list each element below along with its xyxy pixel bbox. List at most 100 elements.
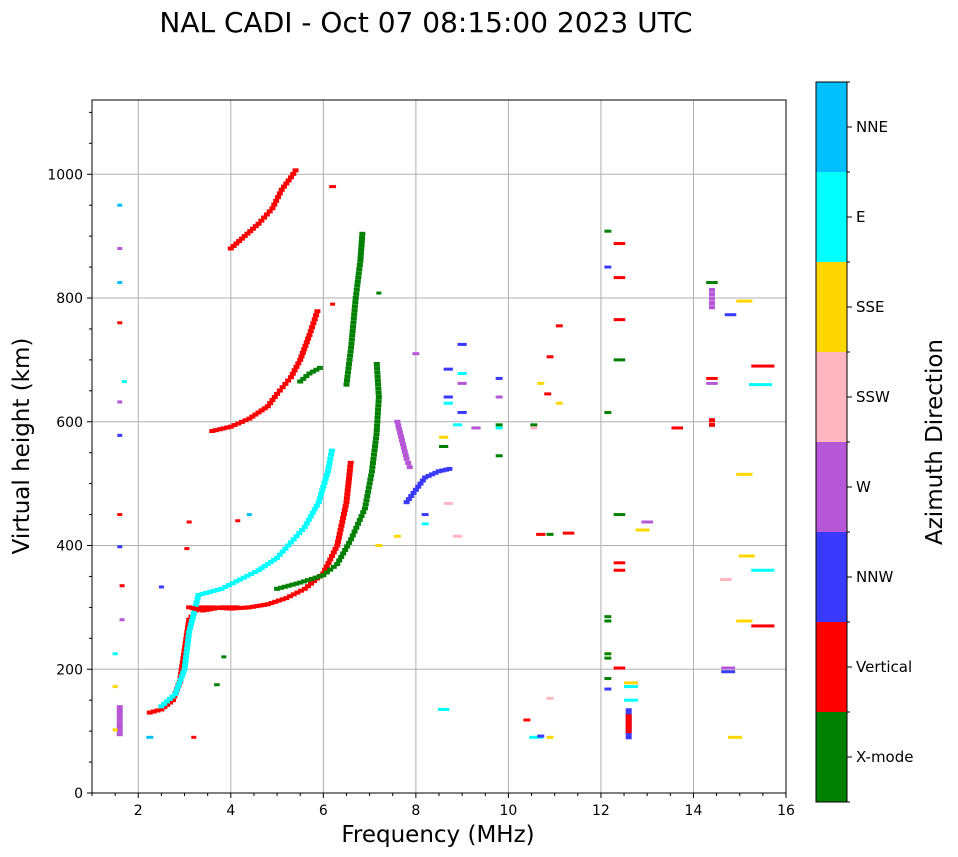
echo-mark [405,461,412,465]
echo-mark [320,573,327,578]
echo-mark [352,296,359,300]
echo-mark [313,503,320,508]
echo-mark [161,701,168,706]
echo-mark [277,585,284,590]
echo-mark [276,388,283,393]
echo-segment [613,666,626,670]
echo-mark [439,468,446,473]
echo-mark [374,374,381,379]
echo-mark [172,692,179,696]
echo-mark [373,432,380,437]
colorbar-tick-label: W [856,478,871,496]
echo-mark [203,607,210,612]
echo-segment [439,435,449,439]
echo-mark [305,336,312,341]
echo-segment [495,426,503,430]
echo-mark [354,279,361,284]
echo-mark [344,488,351,493]
echo-mark [227,246,234,251]
echo-mark [347,353,354,358]
echo-mark [353,287,360,292]
echo-mark [200,608,207,613]
echo-mark [306,333,313,338]
echo-segment [641,520,653,524]
echo-mark [263,212,270,217]
colorbar-swatch [816,622,847,712]
echo-mark [225,605,232,610]
echo-mark [169,698,176,703]
echo-mark [351,312,358,317]
echo-mark [415,484,422,489]
echo-mark [344,544,351,549]
echo-mark [304,578,311,583]
echo-mark [394,419,401,424]
echo-mark [375,382,382,387]
echo-mark [271,202,278,207]
echo-segment [555,324,563,328]
echo-mark [193,606,200,611]
echo-mark [258,566,265,571]
echo-segment [437,707,450,711]
echo-mark [348,337,355,342]
echo-segment [604,229,612,233]
echo-mark [194,596,201,601]
echo-segment [751,364,775,368]
echo-mark [301,579,308,584]
echo-mark [231,423,238,428]
echo-mark [325,465,332,470]
colorbar-swatch [816,712,847,802]
echo-mark [233,241,240,246]
echo-segment [604,652,612,656]
echo-mark [372,440,379,445]
echo-mark [252,224,259,229]
echo-mark [338,554,345,559]
echo-mark [400,445,407,450]
echo-segment [604,615,612,619]
echo-mark [375,407,382,412]
echo-mark [186,605,193,610]
echo-segment [191,735,197,739]
echo-mark [210,588,217,593]
echo-mark [285,543,292,548]
echo-mark [271,395,278,399]
echo-segment [235,519,241,523]
echo-segment [421,522,429,526]
echo-mark [237,577,244,582]
echo-mark [116,732,123,737]
colorbar-swatch [816,442,847,532]
echo-mark [348,537,355,542]
echo-segment [457,342,467,346]
echo-segment [495,454,503,458]
echo-mark [278,187,285,192]
echo-mark [371,444,378,449]
echo-segment [751,624,775,628]
echo-mark [309,369,316,374]
echo-mark [306,371,313,376]
echo-mark [196,607,203,612]
echo-mark [182,663,189,668]
echo-segment [624,681,638,685]
echo-mark [176,681,183,686]
echo-segment [546,355,554,359]
echo-mark [397,430,404,435]
echo-segment [439,445,449,448]
echo-mark [334,543,341,548]
echo-mark [346,362,353,366]
echo-mark [329,553,336,558]
echo-segment [214,683,220,687]
echo-mark [158,707,165,712]
echo-mark [301,347,308,352]
echo-mark [625,731,632,736]
echo-mark [188,622,195,627]
echo-mark [355,275,362,280]
echo-mark [375,386,382,391]
echo-mark [258,408,265,413]
echo-segment [452,423,463,427]
echo-mark [325,560,332,565]
echo-mark [292,168,299,173]
y-tick-label: 0 [74,786,83,802]
grid-lines [92,100,786,793]
echo-mark [625,712,632,717]
echo-mark [116,716,123,721]
echo-mark [399,442,406,447]
